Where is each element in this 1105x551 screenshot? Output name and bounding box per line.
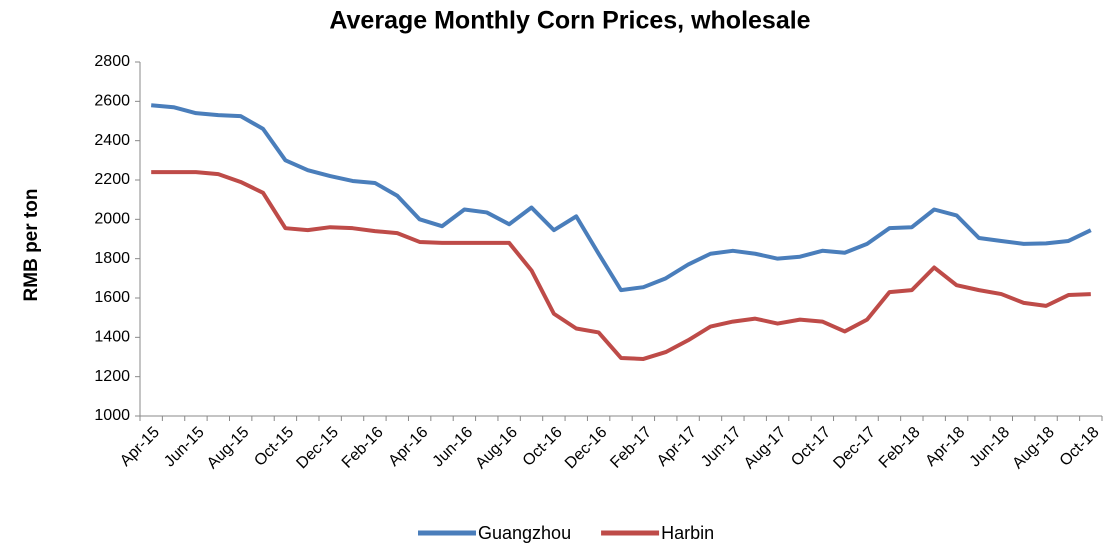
x-tick-label: Apr-18 bbox=[922, 424, 968, 470]
y-tick-label: 1200 bbox=[94, 368, 130, 385]
legend-label: Harbin bbox=[661, 523, 714, 543]
y-tick-label: 2400 bbox=[94, 132, 130, 149]
x-tick-label: Feb-17 bbox=[607, 424, 655, 472]
x-tick-label: Jun-15 bbox=[161, 424, 208, 471]
y-tick-label: 1600 bbox=[94, 289, 130, 306]
x-tick-label: Aug-15 bbox=[204, 424, 253, 473]
x-tick-label: Aug-17 bbox=[741, 424, 790, 473]
y-tick-label: 1000 bbox=[94, 407, 130, 424]
x-tick-label: Oct-15 bbox=[251, 424, 297, 470]
y-tick-label: 2200 bbox=[94, 171, 130, 188]
x-tick-label: Apr-17 bbox=[654, 424, 700, 470]
x-tick-label: Oct-18 bbox=[1057, 424, 1103, 470]
x-tick-label: Jun-17 bbox=[698, 424, 745, 471]
x-tick-label: Dec-17 bbox=[830, 424, 879, 473]
x-tick-label: Feb-18 bbox=[876, 424, 924, 472]
x-tick-label: Aug-18 bbox=[1009, 424, 1058, 473]
y-tick-label: 2000 bbox=[94, 211, 130, 228]
series-line bbox=[151, 103, 1092, 293]
series-line bbox=[151, 170, 1091, 361]
x-tick-label: Aug-16 bbox=[472, 424, 521, 473]
x-tick-label: Oct-17 bbox=[788, 424, 834, 470]
y-tick-label: 2600 bbox=[94, 93, 130, 110]
x-tick-label: Apr-15 bbox=[117, 424, 163, 470]
x-tick-label: Jun-18 bbox=[967, 424, 1014, 471]
x-tick-label: Dec-16 bbox=[562, 424, 611, 473]
y-tick-label: 1800 bbox=[94, 250, 130, 267]
x-tick-label: Feb-16 bbox=[339, 424, 387, 472]
y-tick-label: 1400 bbox=[94, 329, 130, 346]
x-tick-label: Apr-16 bbox=[385, 424, 431, 470]
x-tick-label: Dec-15 bbox=[293, 424, 342, 473]
x-tick-label: Oct-16 bbox=[520, 424, 566, 470]
x-tick-label: Jun-16 bbox=[430, 424, 477, 471]
y-tick-label: 2800 bbox=[94, 53, 130, 70]
y-axis-label: RMB per ton bbox=[21, 189, 42, 302]
chart-title: Average Monthly Corn Prices, wholesale bbox=[329, 7, 810, 35]
legend-label: Guangzhou bbox=[478, 523, 571, 543]
